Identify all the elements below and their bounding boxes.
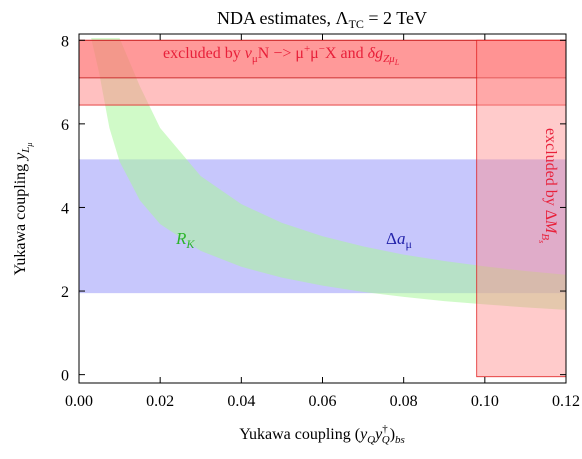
- top-exclusion-nu: ν: [245, 45, 253, 62]
- top-exclusion-z-mu: Zμ: [383, 53, 395, 65]
- top-exclusion-mu: μ: [310, 45, 319, 62]
- chart-title-rest: = 2 TeV: [364, 8, 427, 28]
- y-axis-label-mu: μ: [25, 143, 34, 148]
- top-exclusion-text-3: X and: [325, 45, 368, 62]
- amu-annotation-delta: Δ: [386, 229, 397, 248]
- y-tick-label-4: 8: [61, 33, 69, 50]
- top-exclusion-dg: δg: [368, 45, 383, 62]
- amu-annotation-sub: μ: [405, 237, 411, 251]
- rk-annotation-sub: K: [185, 237, 195, 251]
- y-axis-label-y: y: [12, 152, 29, 162]
- y-axis-label: Yukawa coupling yLμ: [12, 143, 34, 276]
- top-exclusion-minus: −: [319, 43, 325, 55]
- x-tick-label-2: 0.04: [227, 393, 255, 410]
- right-exclusion-b: B: [539, 233, 551, 240]
- y-axis-label-text: Yukawa coupling: [12, 160, 29, 276]
- y-tick-label-2: 4: [61, 200, 69, 217]
- amu-annotation-main: a: [397, 229, 406, 248]
- dg-exclusion-inner-band: [79, 39, 566, 79]
- chart-title-sub: TC: [349, 17, 364, 31]
- dmbs-exclusion-band: [476, 39, 566, 378]
- x-tick-label-1: 0.02: [146, 393, 174, 410]
- x-axis-label-y2: y: [373, 426, 383, 443]
- amu-annotation: Δaμ: [386, 229, 412, 251]
- x-axis-label-text: Yukawa coupling (: [239, 426, 360, 443]
- right-exclusion-m: M: [542, 219, 559, 235]
- rk-band: [83, 38, 566, 310]
- top-exclusion-text-2: N −> μ: [258, 45, 304, 62]
- x-axis-label-y1: y: [358, 426, 368, 443]
- rk-annotation: RK: [175, 229, 195, 251]
- x-tick-label-0: 0.00: [65, 393, 93, 410]
- y-tick-label-3: 6: [61, 117, 69, 134]
- y-axis-label-l: L: [20, 147, 32, 154]
- x-axis-label-paren: ): [390, 426, 395, 443]
- x-tick-label-5: 0.10: [471, 393, 499, 410]
- rk-annotation-main: R: [175, 229, 187, 248]
- x-axis-label-q2: Q: [382, 434, 390, 446]
- x-tick-label-3: 0.06: [309, 393, 337, 410]
- right-exclusion-text: excluded by Δ: [542, 128, 559, 220]
- x-axis-label-q1: Q: [367, 434, 375, 446]
- y-tick-label-0: 0: [61, 368, 69, 385]
- chart-title: NDA estimates, ΛTC = 2 TeV: [217, 8, 427, 31]
- top-exclusion-plus: +: [304, 43, 310, 55]
- x-tick-label-4: 0.08: [390, 393, 418, 410]
- top-exclusion-nu-sub: μ: [252, 53, 258, 65]
- right-exclusion-annotation: excluded by ΔMBs: [537, 128, 559, 243]
- top-exclusion-annotation: excluded by νμN −> μ+μ−X and δgZμL: [163, 43, 400, 67]
- right-exclusion-s: s: [537, 240, 546, 243]
- x-axis-label: Yukawa coupling (yQy† Q)bs: [239, 423, 405, 446]
- x-tick-label-6: 0.12: [552, 393, 580, 410]
- dg-exclusion-outer-band: [79, 39, 566, 106]
- y-tick-label-1: 2: [61, 284, 69, 301]
- x-axis-label-bs: bs: [395, 434, 405, 446]
- chart-title-main: NDA estimates, Λ: [217, 8, 349, 28]
- axis-ticks: 0.00 0.02 0.04 0.06 0.08 0.10 0.12 0 2 4 6 8: [61, 33, 580, 410]
- x-axis-label-dagger: †: [382, 423, 388, 435]
- top-exclusion-l: L: [394, 58, 400, 67]
- top-exclusion-text-1: excluded by: [163, 45, 245, 62]
